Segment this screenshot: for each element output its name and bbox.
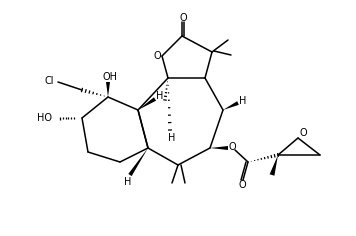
Text: OH: OH bbox=[103, 72, 117, 82]
Polygon shape bbox=[138, 97, 156, 110]
Text: O: O bbox=[299, 128, 307, 138]
Text: O: O bbox=[228, 142, 236, 152]
Text: H: H bbox=[156, 91, 164, 101]
Text: H: H bbox=[168, 133, 176, 143]
Text: H: H bbox=[124, 177, 132, 187]
Text: HO: HO bbox=[37, 113, 52, 123]
Polygon shape bbox=[106, 82, 110, 97]
Text: O: O bbox=[153, 51, 161, 61]
Polygon shape bbox=[128, 148, 148, 176]
Text: H: H bbox=[239, 96, 247, 106]
Polygon shape bbox=[223, 101, 239, 110]
Text: Cl: Cl bbox=[44, 76, 54, 86]
Polygon shape bbox=[269, 155, 278, 176]
Text: O: O bbox=[238, 180, 246, 190]
Polygon shape bbox=[210, 146, 228, 150]
Text: O: O bbox=[179, 13, 187, 23]
